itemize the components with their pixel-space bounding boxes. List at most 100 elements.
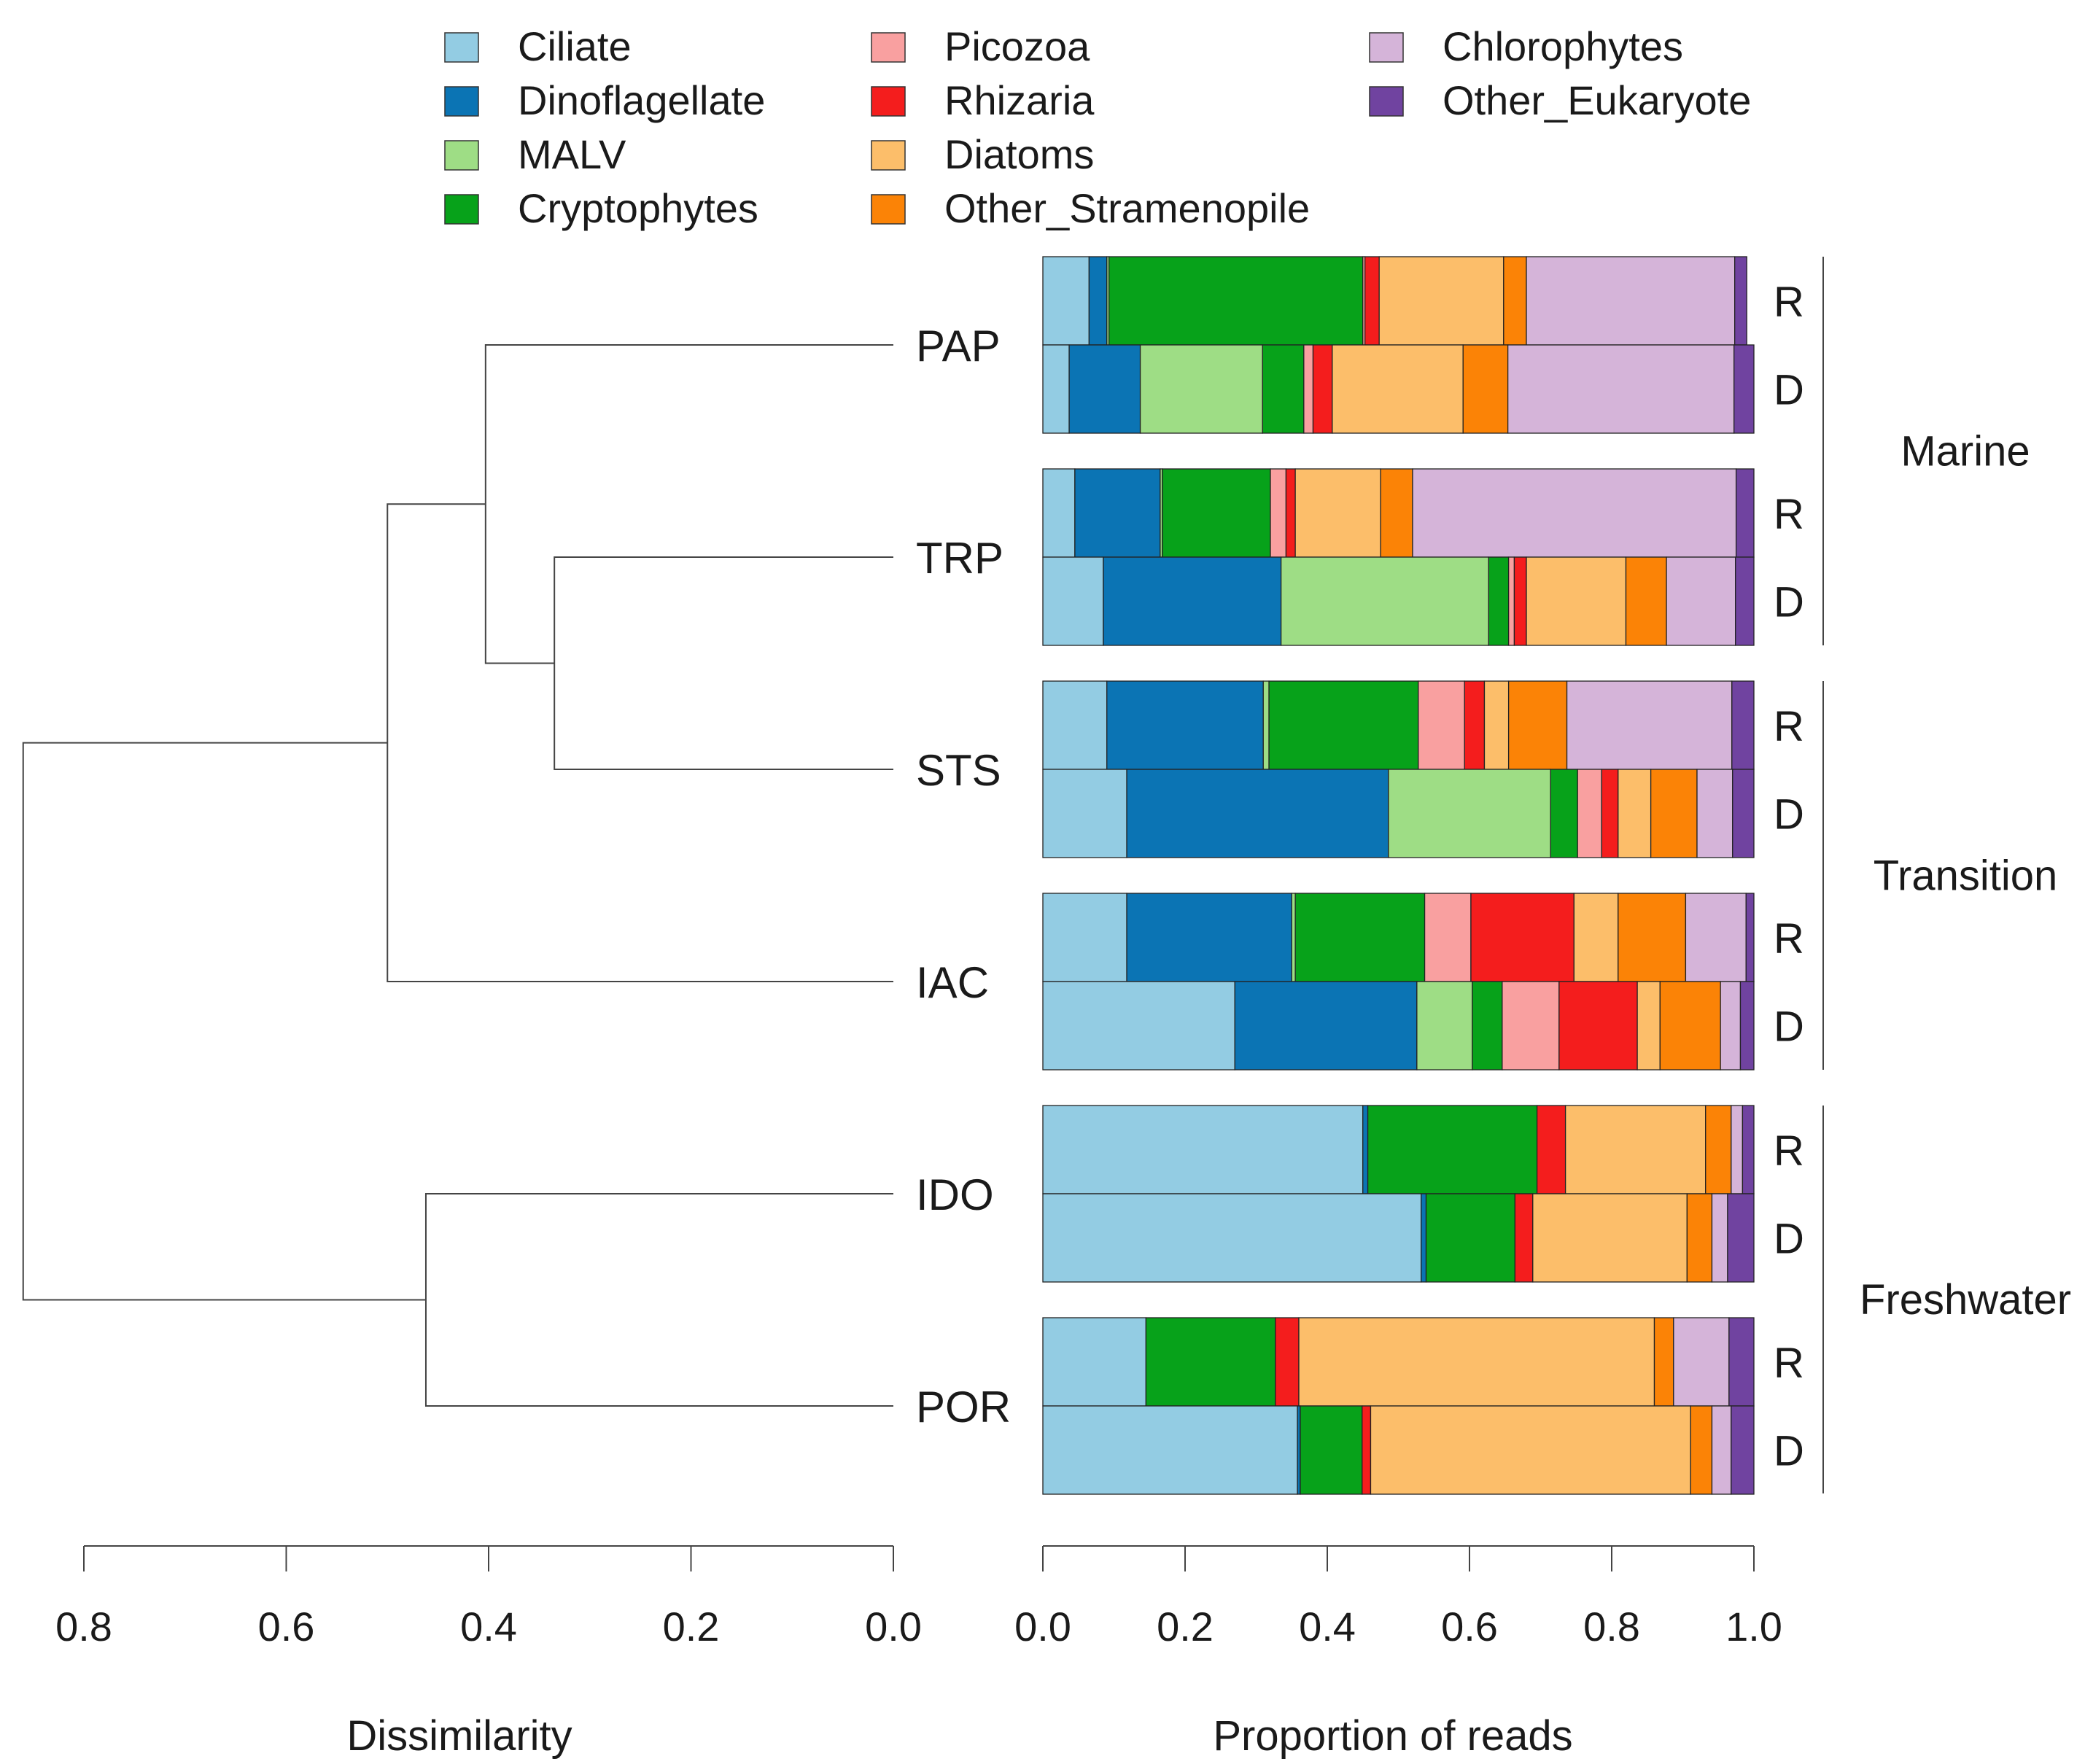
bar-sts-d-picozoa: [1577, 769, 1602, 858]
bar-iac-r-picozoa: [1424, 893, 1472, 982]
region-brackets: Marine Transition Freshwater: [1822, 257, 2071, 1493]
bar-por-d-other-stramenopile: [1690, 1405, 1713, 1495]
row-label-por-d: D: [1774, 1428, 1804, 1475]
legend-label-diatoms: Diatoms: [944, 131, 1094, 177]
bar-trp-d-diatoms: [1526, 556, 1627, 646]
bar-trp-r-picozoa: [1270, 468, 1287, 558]
bar-sts-r-rhizaria: [1464, 680, 1486, 770]
bar-iac-d-other-stramenopile: [1659, 981, 1721, 1071]
bar-iac-d-diatoms: [1636, 981, 1661, 1071]
bar-iac-r-other-stramenopile: [1618, 893, 1687, 982]
bar-pap-r-chlorophytes: [1526, 256, 1736, 346]
legend-label-dinoflagellate: Dinoflagellate: [518, 77, 765, 123]
site-label-pap: PAP: [916, 322, 1001, 370]
bar-iac-r-malv: [1291, 893, 1296, 982]
bar-iac-d-other-eukaryote: [1739, 981, 1755, 1071]
bar-por-r-ciliate: [1042, 1317, 1147, 1407]
bar-iac-d-dinoflagellate: [1234, 981, 1418, 1071]
legend-swatch-other-eukaryote: [1369, 86, 1404, 117]
bar-iac-r-ciliate: [1042, 893, 1127, 982]
row-label-ido-r: R: [1774, 1127, 1804, 1175]
bar-pap-r-cryptophytes: [1108, 256, 1364, 346]
bar-ido-d-dinoflagellate: [1421, 1193, 1427, 1283]
bar-sts-r-diatoms: [1483, 680, 1510, 770]
bar-sts-d-diatoms: [1618, 769, 1652, 858]
x-axis-title-dissimilarity: Dissimilarity: [346, 1712, 572, 1760]
bar-por-r-other-stramenopile: [1653, 1317, 1674, 1407]
row-label-sts-r: R: [1774, 703, 1804, 750]
legend-label-ciliate: Ciliate: [518, 23, 632, 69]
legend-label-rhizaria: Rhizaria: [944, 77, 1095, 123]
legend-swatch-malv: [444, 140, 479, 171]
row-label-iac-r: R: [1774, 915, 1804, 963]
x-tick-label-dissimilarity-0-8: 0.8: [55, 1604, 112, 1650]
legend-swatch-picozoa: [871, 32, 906, 63]
bar-trp-r-other-stramenopile: [1380, 468, 1413, 558]
region-label-transition: Transition: [1874, 852, 2058, 900]
bar-trp-d-ciliate: [1042, 556, 1104, 646]
region-label-freshwater: Freshwater: [1860, 1276, 2071, 1324]
bar-sts-r-dinoflagellate: [1106, 680, 1264, 770]
bar-trp-d-rhizaria: [1513, 556, 1527, 646]
bar-ido-r-diatoms: [1564, 1105, 1707, 1194]
site-label-por: POR: [916, 1383, 1011, 1431]
bar-trp-r-ciliate: [1042, 468, 1076, 558]
site-label-iac: IAC: [916, 958, 989, 1007]
row-label-ido-d: D: [1774, 1216, 1804, 1263]
bar-pap-d-other-stramenopile: [1462, 344, 1509, 434]
bar-sts-r-other-eukaryote: [1731, 680, 1755, 770]
legend: Ciliate Dinoflagellate MALV Cryptophytes Pic…: [444, 23, 1751, 231]
bar-trp-r-cryptophytes: [1162, 468, 1271, 558]
legend-label-picozoa: Picozoa: [944, 23, 1090, 69]
bar-pap-d-diatoms: [1332, 344, 1464, 434]
bar-pap-d-ciliate: [1042, 344, 1070, 434]
legend-label-cryptophytes: Cryptophytes: [518, 185, 758, 231]
bar-por-d-chlorophytes: [1711, 1405, 1732, 1495]
bar-por-d-ciliate: [1042, 1405, 1298, 1495]
bar-pap-r-ciliate: [1042, 256, 1090, 346]
legend-swatch-other-stramenopile: [871, 194, 906, 225]
dendro-link-ido-por: [424, 1193, 893, 1407]
bar-trp-r-other-eukaryote: [1735, 468, 1755, 558]
bar-sts-d-other-eukaryote: [1732, 769, 1755, 858]
bar-pap-r-dinoflagellate: [1088, 256, 1108, 346]
bar-iac-d-picozoa: [1502, 981, 1560, 1071]
bar-iac-r-cryptophytes: [1294, 893, 1426, 982]
x-tick-label-proportion-0-2: 0.2: [1157, 1604, 1214, 1650]
x-axis-title-proportion: Proportion of reads: [1213, 1712, 1572, 1760]
bar-pap-d-cryptophytes: [1262, 344, 1305, 434]
bar-ido-r-cryptophytes: [1367, 1105, 1538, 1194]
bar-trp-r-dinoflagellate: [1074, 468, 1161, 558]
bar-sts-d-other-stramenopile: [1650, 769, 1698, 858]
bar-pap-d-other-eukaryote: [1733, 344, 1755, 434]
bar-iac-d-cryptophytes: [1472, 981, 1503, 1071]
bar-iac-r-other-eukaryote: [1745, 893, 1755, 982]
bar-pap-r-rhizaria: [1364, 256, 1380, 346]
bar-iac-d-ciliate: [1042, 981, 1235, 1071]
bar-por-d-rhizaria: [1362, 1405, 1372, 1495]
bar-ido-d-ciliate: [1042, 1193, 1422, 1283]
row-label-iac-d: D: [1774, 1003, 1804, 1051]
bar-ido-d-cryptophytes: [1425, 1193, 1516, 1283]
bar-sts-d-ciliate: [1042, 769, 1127, 858]
legend-label-malv: MALV: [518, 131, 626, 177]
bar-trp-d-other-eukaryote: [1734, 556, 1755, 646]
bar-ido-r-ciliate: [1042, 1105, 1364, 1194]
bar-ido-d-diatoms: [1532, 1193, 1688, 1283]
bar-iac-d-malv: [1416, 981, 1473, 1071]
bar-por-r-diatoms: [1298, 1317, 1655, 1407]
bar-sts-r-ciliate: [1042, 680, 1108, 770]
legend-swatch-diatoms: [871, 140, 906, 171]
bar-trp-d-dinoflagellate: [1103, 556, 1282, 646]
site-labels: PAP TRP STS IAC IDO POR: [916, 322, 1011, 1431]
legend-swatch-cryptophytes: [444, 194, 479, 225]
bar-ido-r-dinoflagellate: [1362, 1105, 1369, 1194]
x-tick-label-dissimilarity-0-0: 0.0: [865, 1604, 922, 1650]
bar-ido-r-other-eukaryote: [1742, 1105, 1755, 1194]
bar-por-d-cryptophytes: [1300, 1405, 1363, 1495]
x-tick-label-proportion-0-6: 0.6: [1441, 1604, 1498, 1650]
bar-ido-d-other-stramenopile: [1686, 1193, 1713, 1283]
bar-trp-r-diatoms: [1294, 468, 1381, 558]
bar-iac-r-dinoflagellate: [1126, 893, 1292, 982]
